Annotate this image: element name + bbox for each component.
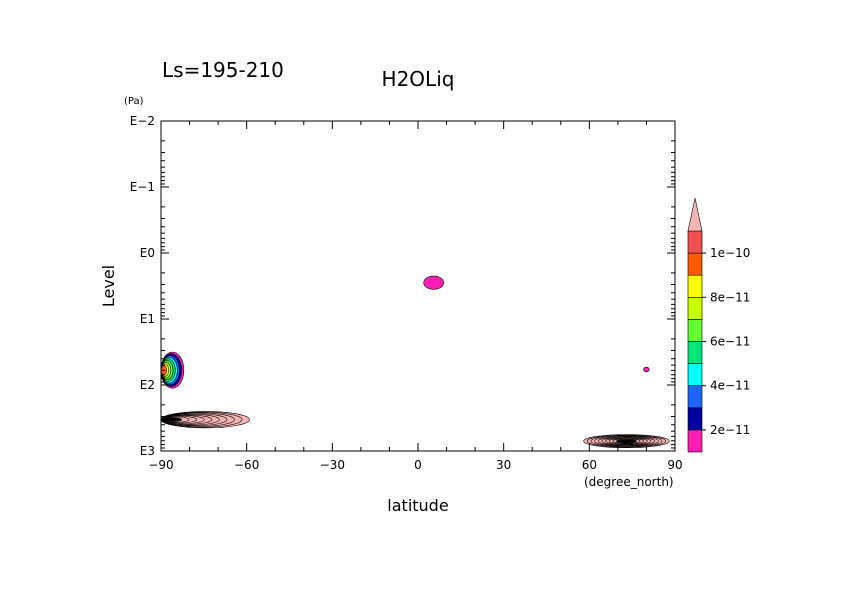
y-tick-label: E1 — [140, 312, 155, 326]
chart-title: H2OLiq — [382, 67, 455, 91]
x-tick-label: 60 — [582, 458, 597, 472]
colorbar-swatch — [687, 429, 703, 453]
y-unit-label: (Pa) — [124, 96, 144, 107]
y-tick-label: E2 — [140, 378, 155, 392]
plot-frame — [160, 120, 676, 452]
x-tick-label: 90 — [667, 458, 682, 472]
x-axis-ticks: −90 −60 −30 0 30 60 90 — [148, 121, 683, 472]
x-tick-label: −60 — [234, 458, 259, 472]
x-tick-label: −30 — [320, 458, 345, 472]
x-unit-label: (degree_north) — [584, 475, 674, 489]
colorbar-swatch — [687, 341, 703, 364]
y-tick-label: E−2 — [130, 114, 155, 128]
x-tick-label: 0 — [414, 458, 422, 472]
x-axis-title: latitude — [387, 496, 448, 515]
colorbar-label: 4e−11 — [710, 379, 750, 393]
colorbar-swatch — [687, 407, 703, 431]
colorbar-label: 1e−10 — [710, 246, 750, 260]
x-tick-label: −90 — [148, 458, 173, 472]
y-axis-ticks: E−2 E−1 E0 E1 E2 E3 — [130, 114, 675, 458]
colorbar: 2e−11 4e−11 6e−11 8e−11 1e−10 — [687, 197, 750, 453]
contour-north-polar-band-level-10 — [616, 439, 637, 443]
colorbar-swatch — [687, 230, 703, 254]
colorbar-extend-max — [687, 197, 703, 232]
colorbar-label: 6e−11 — [710, 335, 750, 349]
period-label: Ls=195-210 — [162, 58, 284, 82]
colorbar-swatch — [687, 252, 703, 276]
colorbar-swatch — [687, 363, 703, 387]
contour-regions — [160, 275, 670, 448]
y-tick-label: E0 — [140, 246, 155, 260]
colorbar-swatch — [687, 385, 703, 409]
contour-south-polar-band-level-10 — [160, 417, 183, 422]
contour-north-dot-level-1 — [643, 366, 650, 373]
y-tick-label: E3 — [140, 444, 155, 458]
y-axis-title: Level — [99, 265, 118, 307]
contour-equatorial-blob-level-1 — [423, 275, 445, 290]
y-tick-label: E−1 — [130, 180, 155, 194]
colorbar-label: 8e−11 — [710, 290, 750, 304]
x-tick-label: 30 — [496, 458, 511, 472]
colorbar-label: 2e−11 — [710, 423, 750, 437]
colorbar-swatch — [687, 319, 703, 342]
colorbar-swatch — [687, 296, 703, 320]
colorbar-swatch — [687, 274, 703, 298]
